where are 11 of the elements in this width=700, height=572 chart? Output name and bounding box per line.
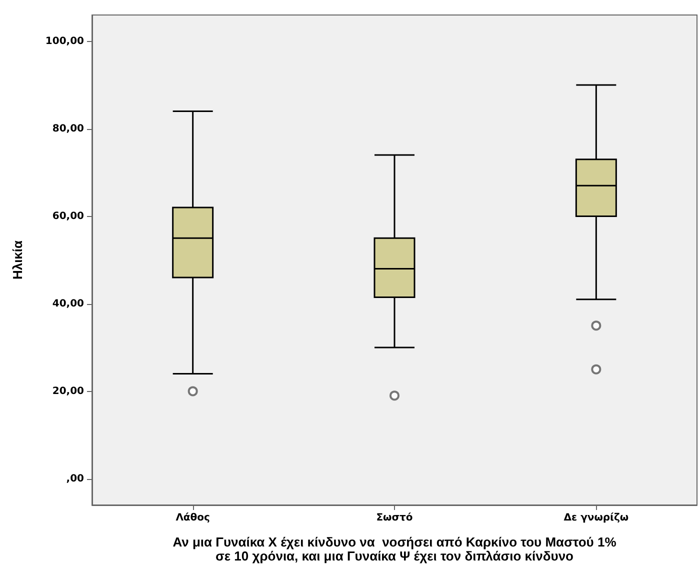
y-tick-label: 40,00 bbox=[52, 298, 84, 310]
y-tick-label: ,00 bbox=[66, 473, 84, 484]
y-axis-title: Ηλικία bbox=[10, 240, 25, 280]
x-tick-label: Δε γνωρίζω bbox=[564, 512, 629, 524]
y-tick-label: 80,00 bbox=[52, 123, 84, 134]
x-axis-title: Αν μια Γυναίκα Χ έχει κίνδυνο να νοσήσει από Καρκίνο του Μαστού 1% σε 10 χρόνια, και μια Γυναίκα Ψ έχει τον διπλάσιο κίνδυνο bbox=[172, 534, 617, 564]
x-tick-label: Σωστό bbox=[376, 512, 413, 524]
y-tick-label: 20,00 bbox=[52, 386, 84, 397]
x-tick-label: Λάθος bbox=[176, 512, 210, 524]
y-tick-label: 60,00 bbox=[52, 210, 84, 222]
y-tick-label: 100,00 bbox=[45, 36, 84, 47]
